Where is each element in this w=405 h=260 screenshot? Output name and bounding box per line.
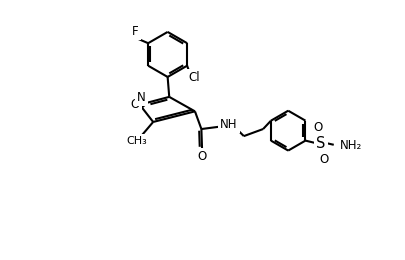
Text: O: O <box>130 99 139 112</box>
Text: O: O <box>197 150 206 163</box>
Text: NH: NH <box>220 118 237 131</box>
Text: Cl: Cl <box>188 72 200 84</box>
Text: F: F <box>132 25 138 38</box>
Text: NH₂: NH₂ <box>339 139 362 152</box>
Text: O: O <box>312 121 322 134</box>
Text: O: O <box>319 153 328 166</box>
Text: N: N <box>137 91 146 104</box>
Text: CH₃: CH₃ <box>126 136 147 146</box>
Text: S: S <box>315 136 325 151</box>
